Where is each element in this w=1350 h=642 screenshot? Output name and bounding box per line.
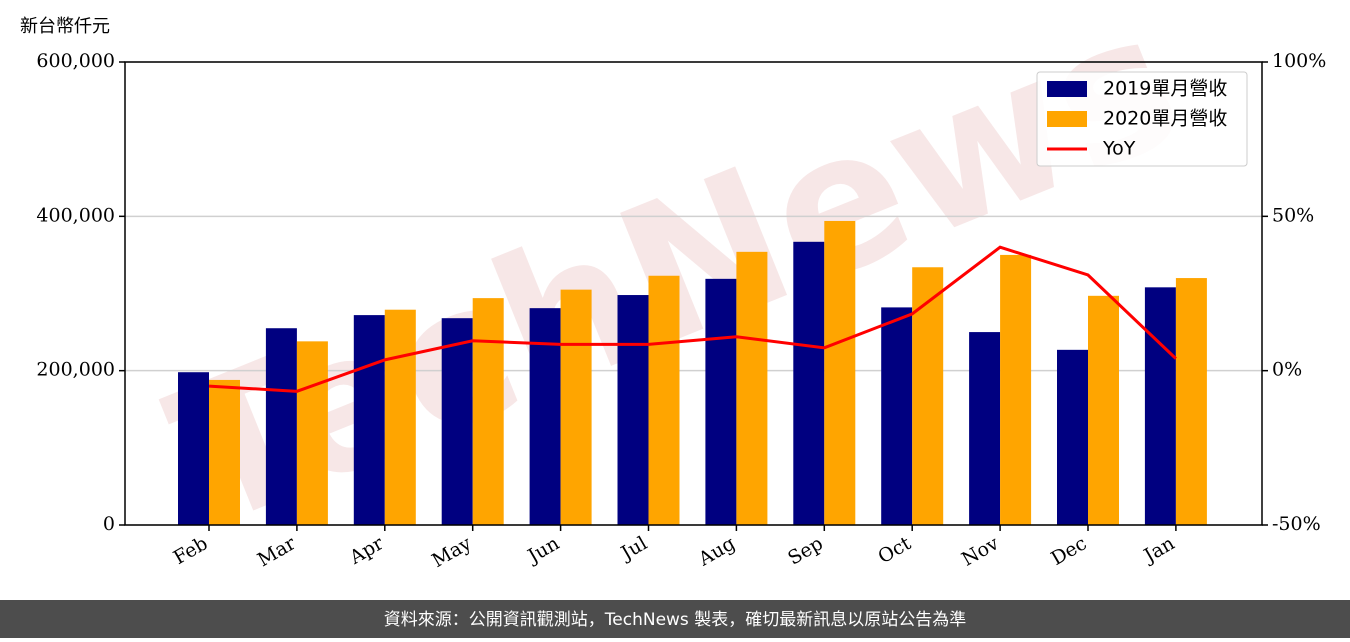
x-tick-label: Sep xyxy=(784,532,827,569)
bar xyxy=(736,251,768,525)
y-tick-label: 0 xyxy=(103,513,115,535)
x-tick-label: Oct xyxy=(874,532,915,568)
y2-tick-label: -50% xyxy=(1272,513,1321,535)
bar xyxy=(1175,278,1207,525)
legend-label: 2019單月營收 xyxy=(1103,78,1227,100)
x-tick-label: Nov xyxy=(958,532,1003,571)
bar xyxy=(824,220,856,526)
bar xyxy=(1144,287,1176,525)
bar xyxy=(265,328,297,525)
bar xyxy=(560,289,592,525)
bar xyxy=(353,315,385,525)
bar xyxy=(1088,295,1119,525)
bar xyxy=(912,267,944,525)
footer-text: 資料來源：公開資訊觀測站，TechNews 製表，確切最新訊息以原站公告為準 xyxy=(384,610,966,630)
legend-label: YoY xyxy=(1102,138,1136,160)
bar xyxy=(1000,254,1032,525)
x-tick-label: Jun xyxy=(523,532,564,568)
bar xyxy=(705,278,737,525)
bar xyxy=(296,341,328,525)
bar xyxy=(384,309,416,525)
bar xyxy=(529,308,561,525)
bar xyxy=(209,379,240,525)
bar xyxy=(472,298,504,525)
legend-label: 2020單月營收 xyxy=(1103,108,1227,130)
x-tick-label: Apr xyxy=(345,532,388,569)
bar xyxy=(1057,349,1088,525)
y2-tick-label: 0% xyxy=(1272,359,1302,381)
y2-tick-label: 100% xyxy=(1272,50,1326,72)
bar xyxy=(441,318,473,525)
x-tick-label: Aug xyxy=(694,532,739,571)
y-tick-label: 200,000 xyxy=(36,359,115,381)
bar xyxy=(648,275,680,525)
x-tick-label: Feb xyxy=(170,532,212,569)
y-axis-label: 新台幣仟元 xyxy=(20,16,110,37)
y-tick-label: 400,000 xyxy=(36,204,115,226)
y-tick-label: 600,000 xyxy=(36,50,115,72)
y2-tick-label: 50% xyxy=(1272,204,1314,226)
x-tick-label: Jan xyxy=(1139,532,1179,568)
x-tick-label: May xyxy=(428,532,475,572)
bar xyxy=(617,295,649,525)
footer-bar xyxy=(0,600,1350,638)
legend-swatch xyxy=(1047,111,1087,127)
bar xyxy=(793,241,825,525)
bar xyxy=(881,307,913,525)
legend-box xyxy=(1036,71,1248,167)
bar xyxy=(969,332,1001,525)
x-tick-label: Dec xyxy=(1047,532,1090,570)
x-tick-label: Jul xyxy=(616,532,651,565)
plot-frame xyxy=(124,61,1263,526)
legend-swatch xyxy=(1047,81,1087,97)
bar xyxy=(178,372,209,525)
yoy-line xyxy=(208,245,1177,393)
